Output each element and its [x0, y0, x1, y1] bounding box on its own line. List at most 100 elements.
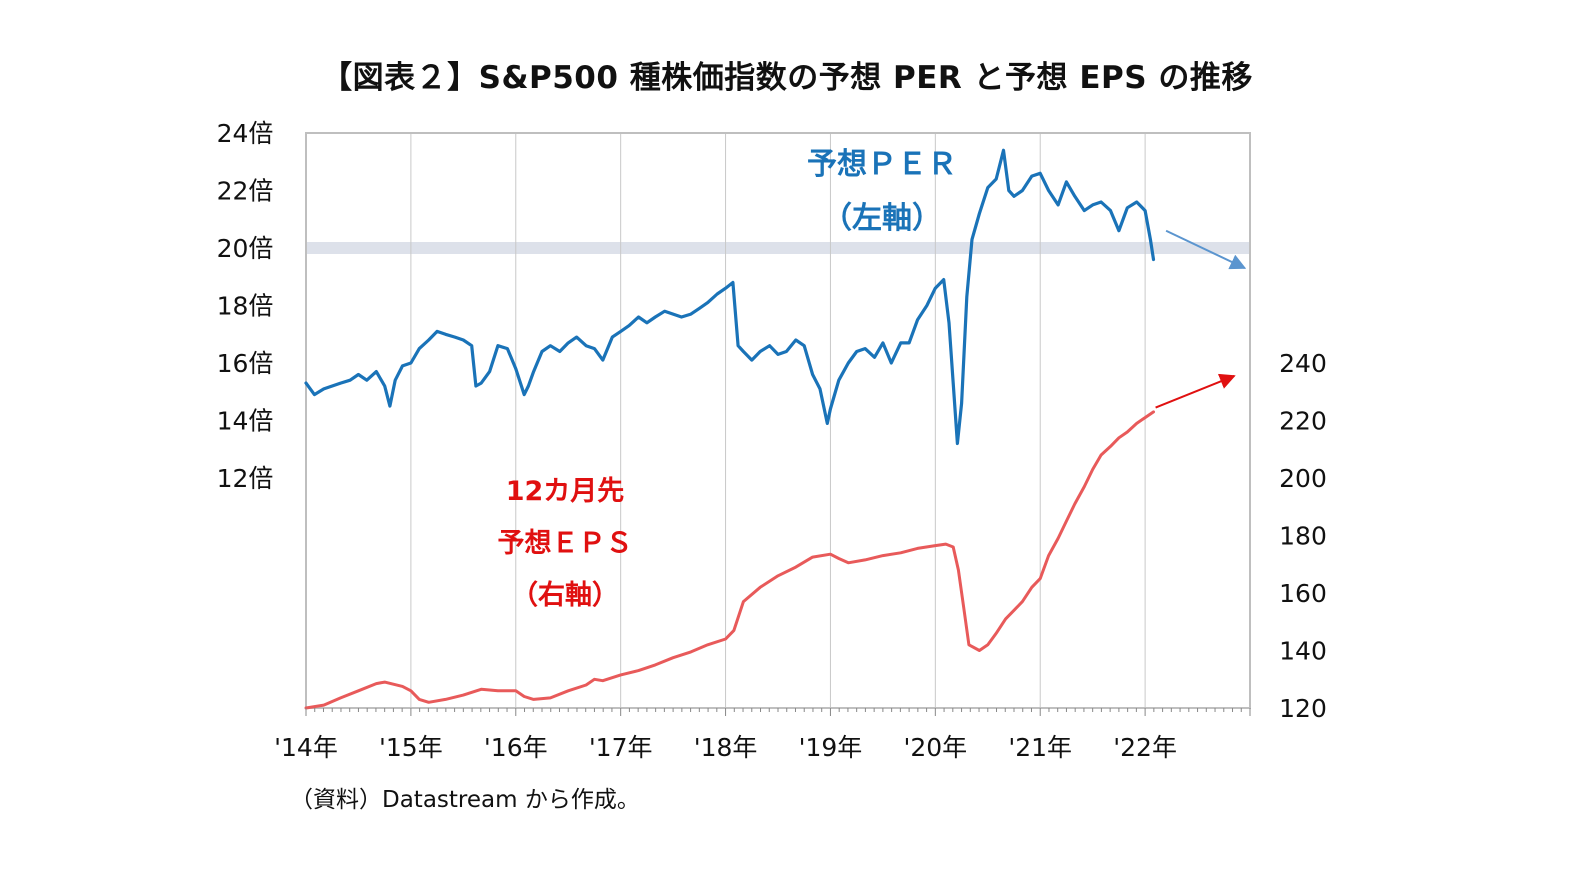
per-data-point — [829, 408, 832, 410]
eps-data-point — [1013, 609, 1015, 611]
x-tick-label: '19年 — [799, 733, 863, 762]
eps-data-point — [759, 586, 761, 588]
eps-data-point — [864, 559, 866, 561]
y-right-tick-label: 120 — [1279, 694, 1327, 723]
per-data-point — [305, 382, 307, 384]
per-data-point — [646, 322, 648, 324]
per-data-point — [480, 382, 482, 384]
eps-data-point — [795, 566, 797, 568]
per-data-point — [812, 373, 814, 376]
per-data-point — [444, 333, 447, 335]
eps-data-point — [480, 688, 482, 690]
y-left-tick-label: 20倍 — [217, 234, 274, 263]
per-data-point — [410, 362, 412, 364]
per-data-point — [418, 348, 420, 350]
per-trend-arrow — [1165, 229, 1247, 270]
per-data-point — [680, 316, 683, 318]
eps-data-point — [567, 690, 569, 692]
per-data-point — [707, 302, 709, 304]
eps-data-point — [934, 545, 936, 547]
per-data-point — [1109, 210, 1112, 212]
plot-frame — [305, 132, 1251, 709]
chart-title: 【図表２】S&P500 種株価指数の予想 PER と予想 EPS の推移 — [321, 60, 1253, 96]
per-data-point — [401, 365, 404, 367]
per-data-point — [340, 382, 342, 384]
eps-data-point — [602, 680, 604, 682]
y-right-tick-label: 240 — [1279, 349, 1327, 378]
y-left-tick-label: 14倍 — [217, 407, 274, 436]
per-data-point — [436, 330, 438, 332]
eps-data-point — [1005, 618, 1007, 620]
per-data-point — [1039, 172, 1041, 174]
per-data-point — [1048, 189, 1050, 192]
per-data-point — [471, 345, 473, 347]
per-data-point — [515, 368, 517, 370]
per-data-point — [873, 356, 876, 358]
eps-data-point — [847, 562, 849, 564]
per-data-point — [890, 362, 892, 364]
per-data-point — [934, 287, 936, 289]
eps-series-label-line3: （右軸） — [511, 580, 619, 611]
per-data-point — [882, 342, 884, 344]
eps-data-point — [987, 644, 989, 646]
eps-data-point — [593, 678, 596, 680]
per-data-point — [737, 345, 739, 347]
per-data-point — [389, 405, 391, 407]
eps-data-point — [1065, 520, 1067, 522]
per-data-point — [961, 402, 963, 404]
per-data-point — [585, 345, 587, 347]
eps-data-point — [838, 557, 840, 560]
per-data-point — [654, 316, 656, 318]
per-data-point — [527, 385, 530, 387]
per-data-point — [1083, 210, 1085, 212]
eps-data-point — [410, 690, 412, 692]
eps-data-point — [1118, 437, 1120, 439]
per-data-point — [978, 212, 981, 215]
per-data-point — [948, 322, 950, 324]
per-data-point — [952, 382, 954, 384]
per-data-point — [1074, 195, 1076, 197]
x-tick-label: '20年 — [903, 733, 967, 762]
eps-data-point — [829, 553, 832, 555]
per-data-point — [384, 385, 386, 387]
eps-data-point — [690, 651, 692, 653]
eps-data-point — [707, 644, 709, 646]
per-data-point — [826, 422, 828, 424]
per-data-point — [751, 359, 753, 361]
per-data-point — [475, 385, 477, 387]
x-tick-label: '15年 — [379, 733, 443, 762]
per-data-point — [576, 336, 578, 338]
per-data-point — [732, 281, 734, 284]
per-data-point — [769, 345, 771, 347]
per-data-point — [1144, 210, 1146, 212]
per-data-point — [497, 345, 499, 347]
eps-data-point — [777, 575, 779, 577]
per-data-point — [1013, 195, 1015, 197]
per-series-label-line2: （左軸） — [822, 201, 942, 236]
eps-data-point — [900, 552, 902, 554]
per-data-point — [1149, 238, 1151, 240]
per-data-point — [567, 342, 569, 344]
per-data-point — [1118, 230, 1120, 232]
eps-data-point — [533, 698, 535, 701]
eps-data-point — [585, 684, 587, 686]
per-data-point — [454, 336, 456, 338]
eps-data-point — [978, 649, 981, 652]
per-data-point — [628, 325, 630, 327]
per-data-point — [366, 379, 368, 381]
per-data-point — [672, 313, 674, 315]
y-right-tick-label: 220 — [1279, 407, 1327, 436]
eps-data-point — [945, 543, 947, 545]
per-data-point — [664, 310, 666, 312]
per-data-point — [690, 313, 692, 315]
per-data-point — [742, 350, 745, 353]
per-data-point — [819, 388, 821, 390]
per-data-point — [489, 371, 491, 373]
per-data-point — [716, 293, 718, 295]
x-tick-label: '18年 — [694, 733, 758, 762]
per-data-point — [926, 304, 928, 307]
per-data-point — [506, 348, 508, 350]
per-data-point — [313, 394, 315, 396]
per-data-point — [1021, 189, 1024, 192]
eps-data-point — [444, 698, 447, 701]
